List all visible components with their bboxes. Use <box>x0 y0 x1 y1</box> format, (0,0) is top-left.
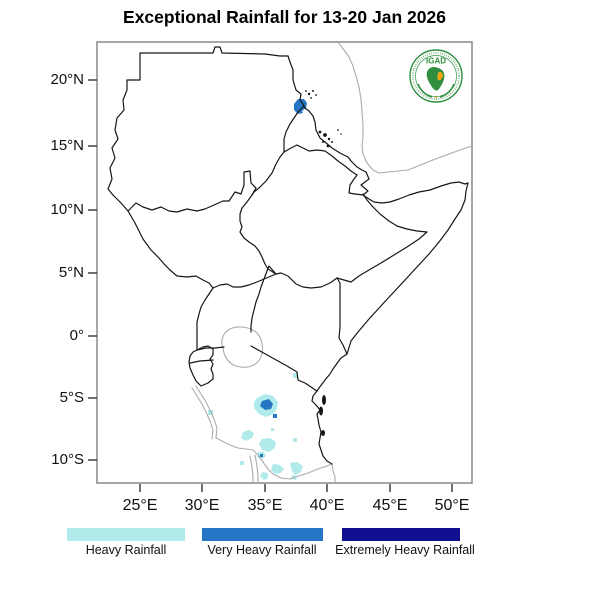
legend-swatch-extremely-heavy <box>342 528 460 541</box>
lat-label-10s: 10°S <box>51 451 84 468</box>
kenya-coast <box>316 353 348 392</box>
kenya-somalia-border <box>336 277 348 355</box>
southsudan-west-border <box>112 194 214 289</box>
lat-label-5n: 5°N <box>58 264 84 281</box>
lat-tick-marks <box>88 79 97 461</box>
lon-label-25e: 25°E <box>122 497 158 514</box>
lon-label-30e: 30°E <box>184 497 220 514</box>
djibouti-border <box>348 171 370 196</box>
mozambique-coast <box>331 463 336 483</box>
sudan-west-border <box>107 52 141 196</box>
eritrea-sudan-border <box>283 105 305 153</box>
lat-label-10n: 10°N <box>50 201 84 218</box>
logo-laurel-left <box>417 83 433 98</box>
rainfall-patches-very-heavy <box>260 99 307 457</box>
logo-igad-region <box>437 71 443 81</box>
lon-tick-marks <box>139 484 453 492</box>
lake-tanganyika-west <box>191 387 214 440</box>
somalia-east-coast <box>346 182 469 355</box>
ilemi-triangle <box>263 265 277 280</box>
arabia-coastline <box>337 42 472 174</box>
legend-swatch-heavy <box>67 528 185 541</box>
lat-label-15n: 15°N <box>50 137 84 154</box>
kenya-tanzania-border <box>250 345 318 392</box>
uganda-kenya-border <box>250 278 265 333</box>
sudan-ethiopia-border <box>251 151 285 196</box>
lat-label-0: 0° <box>69 327 84 344</box>
legend-label-heavy: Heavy Rainfall <box>85 543 167 557</box>
lon-label-35e: 35°E <box>247 497 283 514</box>
lat-label-20n: 20°N <box>50 71 84 88</box>
logo-wordmark: IGAD <box>426 57 446 66</box>
tanzania-south-border <box>215 437 333 480</box>
uganda-drc-border <box>196 287 214 351</box>
legend-label-very-heavy: Very Heavy Rainfall <box>207 543 317 557</box>
lake-malawi-west <box>249 455 254 483</box>
eritrea-ethiopia-border <box>283 144 358 176</box>
neighbor-borders-and-lakes <box>191 42 472 483</box>
lon-label-40e: 40°E <box>309 497 345 514</box>
gulf-of-aden-coast <box>362 181 469 204</box>
logo-laurel-right <box>439 83 455 98</box>
page-title: Exceptional Rainfall for 13-20 Jan 2026 <box>123 7 446 27</box>
islands <box>305 90 342 436</box>
legend-label-extremely-heavy: Extremely Heavy Rainfall <box>335 543 475 557</box>
kenya-ethiopia-border <box>275 272 338 289</box>
lon-label-45e: 45°E <box>372 497 408 514</box>
uganda-southsudan-border <box>212 278 265 289</box>
rwanda-burundi-divider <box>189 359 214 364</box>
lake-tanganyika-east <box>195 385 218 439</box>
rainfall-patches-heavy <box>208 373 303 480</box>
rwanda-burundi-outline <box>188 345 214 387</box>
igad-logo: IGAD <box>409 49 463 103</box>
lake-victoria <box>221 326 263 368</box>
lat-label-5s: 5°S <box>59 389 84 406</box>
lake-malawi-east <box>254 454 259 483</box>
southsudan-ethiopia-border <box>239 194 277 275</box>
tanzania-coast <box>311 390 333 465</box>
map-frame <box>96 41 473 484</box>
sudan-southsudan-border <box>127 170 257 213</box>
logo-ring-text <box>412 52 460 100</box>
igad-borders <box>107 46 469 465</box>
legend-swatch-very-heavy <box>202 528 323 541</box>
red-sea-coast <box>287 55 367 173</box>
lon-label-50e: 50°E <box>434 497 470 514</box>
ethiopia-somalia-border <box>336 193 428 283</box>
sudan-egypt-border <box>139 46 289 57</box>
